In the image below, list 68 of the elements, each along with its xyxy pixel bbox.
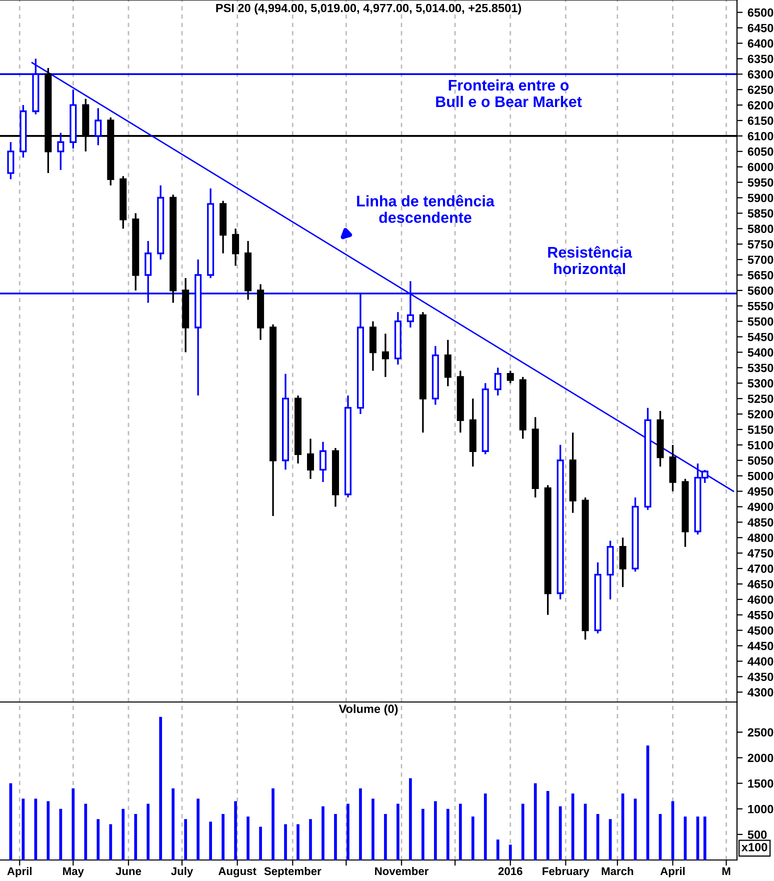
y-tick-label: 5750 [748, 240, 774, 248]
x-tick-label: April [660, 866, 685, 878]
y-tick-label: 6400 [748, 39, 774, 48]
y-tick-label: 4600 [748, 595, 774, 604]
y-tick-label: 4350 [748, 672, 774, 682]
y-tick-label: 6200 [748, 101, 774, 110]
y-tick-label: 1000 [748, 804, 774, 814]
y-tick-label: 4750 [748, 549, 774, 558]
x-tick-label: February [542, 866, 590, 878]
y-tick-label: 6300 [748, 70, 774, 79]
x-tick-label: 2016 [498, 867, 522, 876]
y-tick-label: 5650 [748, 271, 774, 280]
y-tick-label: 5950 [748, 178, 774, 187]
text: x100 [742, 842, 768, 852]
y-tick-label: 4700 [748, 564, 774, 573]
x-tick-label: May [63, 867, 84, 878]
chart-title: Volume (0) [338, 704, 398, 716]
y-tick-label: 5300 [748, 379, 774, 388]
y-tick-label: 2000 [748, 754, 774, 762]
x-tick-label: April [7, 866, 32, 878]
y-tick-label: 5050 [748, 456, 774, 465]
x-tick-label: March [602, 866, 634, 876]
y-tick-label: 4450 [748, 642, 774, 650]
y-tick-label: 5250 [748, 394, 774, 403]
y-tick-label: 5700 [748, 256, 774, 264]
annotation: Fronteira entre o Bull e o Bear Market [436, 79, 582, 108]
y-tick-label: 6350 [748, 54, 774, 64]
y-tick-label: 4650 [748, 580, 774, 588]
y-tick-label: 6250 [748, 86, 774, 94]
y-tick-label: 5100 [748, 440, 774, 450]
y-tick-label: 4950 [748, 487, 774, 496]
y-tick-label: 5200 [748, 410, 774, 418]
y-tick-label: 500 [748, 830, 767, 839]
y-tick-label: 5900 [748, 194, 774, 202]
annotation: Resistência horizontal [548, 246, 632, 274]
y-tick-label: 4850 [748, 518, 774, 527]
y-tick-label: 4900 [748, 502, 774, 512]
y-tick-label: 5450 [748, 332, 774, 342]
x-tick-label: June [116, 867, 142, 876]
y-tick-label: 5150 [748, 426, 774, 434]
y-tick-label: 2500 [748, 728, 774, 737]
y-tick-label: 5000 [748, 472, 774, 480]
chart-title: PSI 20 (4,994.00, 5,019.00, 4,977.00, 5,014.00, +25.8501) [216, 4, 522, 15]
y-tick-label: 5800 [748, 224, 774, 234]
x-tick-label: August [218, 867, 256, 878]
y-tick-label: 6000 [748, 162, 774, 172]
annotation: Linha de tendência descendente [357, 194, 495, 223]
x-tick-label: M [722, 867, 730, 875]
x-tick-label: November [375, 866, 429, 876]
y-tick-label: 5500 [748, 317, 774, 326]
y-tick-label: 4500 [748, 626, 774, 635]
y-tick-label: 5550 [748, 302, 774, 310]
y-tick-label: 1500 [748, 779, 774, 788]
y-tick-label: 4400 [748, 657, 774, 666]
y-tick-label: 6450 [748, 24, 774, 32]
y-tick-label: 6500 [748, 8, 774, 17]
y-tick-label: 4550 [748, 610, 774, 620]
y-tick-label: 4300 [748, 688, 774, 697]
y-tick-label: 5350 [748, 364, 774, 372]
y-tick-label: 6150 [748, 116, 774, 125]
y-tick-label: 6050 [748, 147, 774, 156]
y-tick-label: 5850 [748, 209, 774, 218]
y-tick-label: 6100 [748, 132, 774, 140]
y-tick-label: 5600 [748, 286, 774, 295]
x-tick-label: September [264, 866, 322, 878]
y-tick-label: 4800 [748, 534, 774, 542]
y-tick-label: 5400 [748, 348, 774, 357]
x-tick-label: July [171, 866, 194, 878]
